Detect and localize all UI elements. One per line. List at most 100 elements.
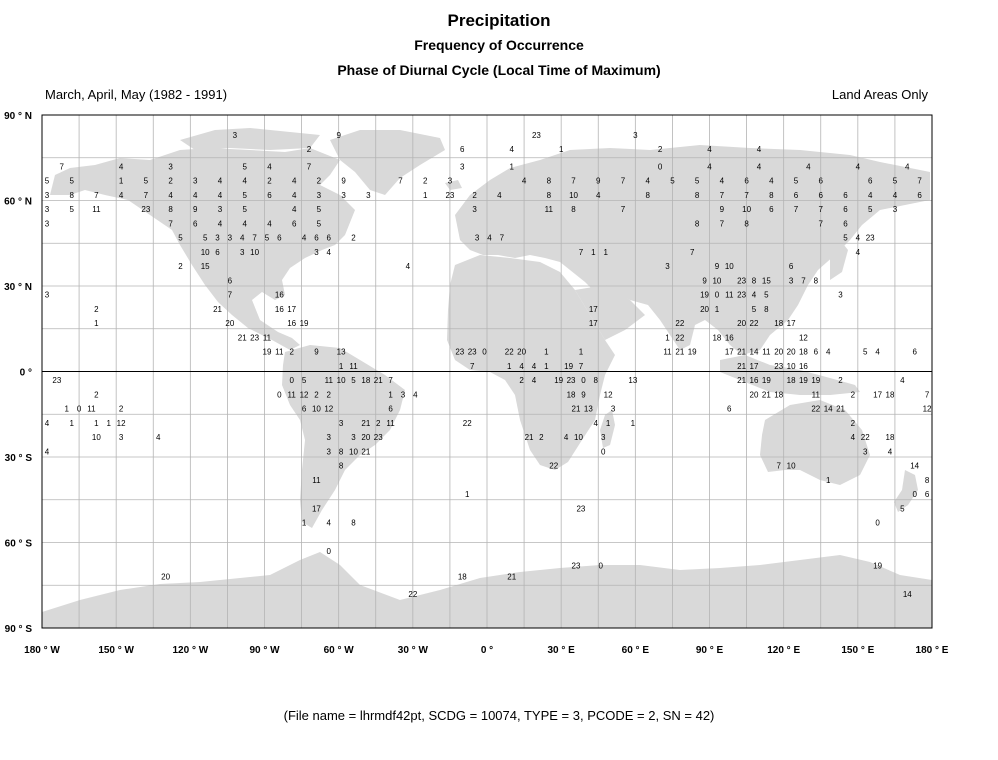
chart-subtitle-phase: Phase of Diurnal Cycle (Local Time of Ma… [337,62,661,78]
grid-value-label: 2 [351,234,356,243]
grid-value-label: 1 [69,419,74,428]
grid-value-label: 4 [905,162,910,171]
grid-value-label: 4 [532,376,537,385]
land-africa [447,255,615,470]
grid-value-label: 17 [589,319,598,328]
grid-value-label: 23 [774,362,783,371]
grid-value-label: 0 [658,162,663,171]
grid-value-label: 9 [581,390,586,399]
land-australia [760,400,870,485]
grid-value-label: 18 [774,319,783,328]
grid-value-label: 11 [663,348,672,357]
grid-value-label: 23 [866,234,875,243]
grid-value-label: 5 [45,177,50,186]
grid-value-label: 4 [406,262,411,271]
grid-value-label: 6 [727,405,732,414]
grid-value-label: 1 [423,191,428,200]
grid-value-label: 4 [875,348,880,357]
grid-value-label: 5 [242,191,247,200]
land-maritime-continent [720,355,860,395]
grid-value-label: 8 [339,462,344,471]
grid-value-label: 20 [787,348,796,357]
grid-value-label: 12 [324,405,333,414]
lat-tick-label: 90 ° N [4,111,32,122]
grid-value-label: 18 [361,376,370,385]
grid-value-label: 12 [923,405,932,414]
grid-value-label: 0 [581,376,586,385]
grid-value-label: 10 [787,362,796,371]
grid-value-label: 19 [564,362,573,371]
grid-value-label: 4 [826,348,831,357]
grid-value-label: 0 [912,490,917,499]
grid-value-label: 3 [460,162,465,171]
grid-value-label: 11 [386,419,395,428]
grid-value-label: 23 [737,276,746,285]
grid-value-label: 4 [757,162,762,171]
grid-value-label: 19 [762,376,771,385]
grid-value-label: 18 [774,390,783,399]
grid-value-label: 23 [576,504,585,513]
grid-value-label: 0 [289,376,294,385]
grid-value-label: 3 [240,248,245,257]
grid-value-label: 22 [505,348,514,357]
grid-value-label: 21 [762,390,771,399]
grid-value-label: 11 [288,390,297,399]
grid-value-label: 4 [413,390,418,399]
grid-value-label: 23 [250,333,259,342]
lon-tick-label: 0 ° [481,645,493,656]
grid-value-label: 3 [339,419,344,428]
grid-value-label: 8 [351,519,356,528]
grid-value-label: 14 [903,590,912,599]
grid-value-label: 0 [77,405,82,414]
grid-value-label: 17 [750,362,759,371]
grid-value-label: 11 [812,390,821,399]
land-british-isles [460,202,475,225]
grid-value-label: 20 [361,433,370,442]
grid-value-label: 4 [522,177,527,186]
lat-tick-label: 60 ° S [5,539,33,550]
grid-value-label: 4 [564,433,569,442]
grid-value-label: 21 [675,348,684,357]
grid-value-label: 5 [317,219,322,228]
grid-value-label: 9 [596,177,601,186]
grid-value-label: 11 [762,348,771,357]
grid-value-label: 4 [509,145,514,154]
grid-value-label: 5 [69,205,74,214]
grid-value-label: 4 [327,519,332,528]
grid-value-label: 5 [843,234,848,243]
grid-value-label: 5 [764,291,769,300]
grid-value-label: 23 [374,433,383,442]
grid-value-label: 1 [64,405,69,414]
grid-value-label: 7 [621,177,626,186]
grid-value-label: 18 [886,390,895,399]
grid-value-label: 3 [218,205,223,214]
grid-value-label: 6 [267,191,272,200]
grid-value-label: 1 [302,519,307,528]
lon-tick-label: 150 ° W [98,645,134,656]
grid-value-label: 3 [863,447,868,456]
grid-value-label: 7 [388,376,393,385]
land-iceland [445,180,462,190]
grid-value-label: 2 [851,390,856,399]
grid-value-label: 7 [794,205,799,214]
grid-value-label: 4 [327,248,332,257]
grid-value-label: 7 [744,191,749,200]
land-arctic-islands [180,128,320,150]
grid-value-label: 3 [119,433,124,442]
grid-value-label: 9 [720,205,725,214]
grid-value-label: 6 [744,177,749,186]
grid-value-label: 9 [715,262,720,271]
grid-value-label: 7 [307,162,312,171]
grid-value-label: 20 [774,348,783,357]
grid-value-label: 21 [213,305,222,314]
grid-value-label: 1 [94,319,99,328]
grid-value-label: 7 [925,390,930,399]
grid-value-label: 8 [69,191,74,200]
land-madagascar [600,410,615,448]
grid-value-label: 2 [314,390,319,399]
grid-value-label: 21 [836,405,845,414]
grid-value-label: 4 [242,177,247,186]
grid-value-label: 6 [460,145,465,154]
grid-value-label: 3 [401,390,406,399]
grid-value-label: 4 [707,145,712,154]
